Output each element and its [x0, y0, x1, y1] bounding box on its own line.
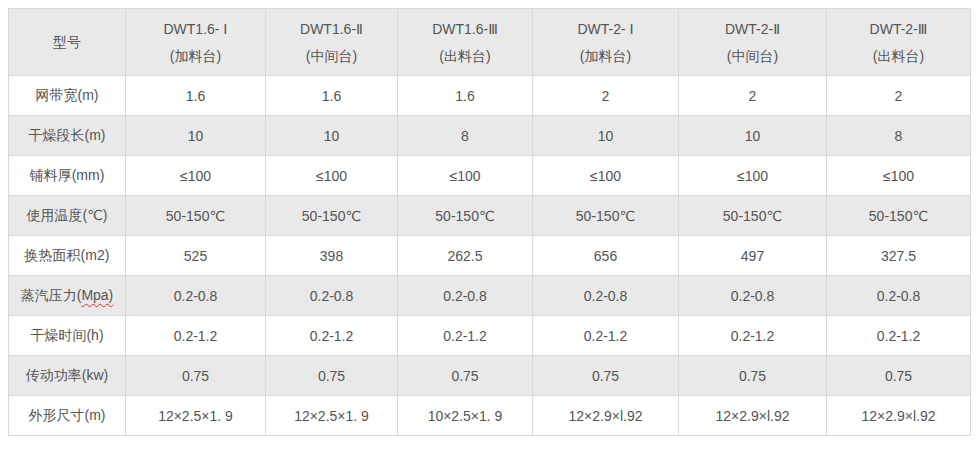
- table-cell: ≤100: [679, 156, 827, 196]
- header-model-name: DWT-2- Ⅰ: [577, 22, 633, 36]
- table-cell: 0.2-0.8: [126, 276, 266, 316]
- table-cell: 0.2-1.2: [398, 316, 533, 356]
- table-cell: 50-150℃: [533, 196, 679, 236]
- table-cell: 0.75: [533, 356, 679, 396]
- table-cell: 10: [126, 116, 266, 156]
- table-cell: 0.2-0.8: [827, 276, 971, 316]
- table-cell: 10×2.5×1. 9: [398, 396, 533, 436]
- table-cell: ≤100: [533, 156, 679, 196]
- table-cell: 12×2.9×l.92: [827, 396, 971, 436]
- table-cell: ≤100: [827, 156, 971, 196]
- table-row: 外形尺寸(m) 12×2.5×1. 9 12×2.5×1. 9 10×2.5×1…: [9, 396, 971, 436]
- row-label-text: ): [109, 287, 114, 303]
- page: 型号 DWT1.6- Ⅰ (加料台) DWT1.6-Ⅱ (中间台) DWT1.6…: [0, 0, 978, 451]
- header-station-name: (中间台): [306, 49, 357, 63]
- spellcheck-underlined-text: Mpa: [81, 287, 108, 303]
- table-cell: 0.75: [827, 356, 971, 396]
- header-col: DWT1.6-Ⅱ (中间台): [266, 9, 398, 76]
- table-cell: 0.75: [679, 356, 827, 396]
- table-row: 换热面积(m2) 525 398 262.5 656 497 327.5: [9, 236, 971, 276]
- header-col: DWT1.6-Ⅲ (出料台): [398, 9, 533, 76]
- table-row: 干燥时间(h) 0.2-1.2 0.2-1.2 0.2-1.2 0.2-1.2 …: [9, 316, 971, 356]
- table-cell: 0.75: [266, 356, 398, 396]
- header-model-name: DWT1.6- Ⅰ: [163, 22, 227, 36]
- header-col: DWT-2- Ⅰ (加料台): [533, 9, 679, 76]
- header-model-label-text: 型号: [53, 35, 81, 49]
- table-cell: ≤100: [126, 156, 266, 196]
- table-cell: 327.5: [827, 236, 971, 276]
- table-cell: 12×2.5×1. 9: [126, 396, 266, 436]
- row-label: 使用温度(℃): [9, 196, 126, 236]
- table-row: 传动功率(kw) 0.75 0.75 0.75 0.75 0.75 0.75: [9, 356, 971, 396]
- header-model-name: DWT1.6-Ⅱ: [300, 22, 363, 36]
- header-station-name: (加料台): [580, 49, 631, 63]
- table-cell: 1.6: [398, 76, 533, 116]
- table-cell: 12×2.9×l.92: [533, 396, 679, 436]
- header-col: DWT-2-Ⅱ (中间台): [679, 9, 827, 76]
- table-cell: 2: [827, 76, 971, 116]
- table-cell: 2: [533, 76, 679, 116]
- spec-table: 型号 DWT1.6- Ⅰ (加料台) DWT1.6-Ⅱ (中间台) DWT1.6…: [8, 8, 971, 436]
- table-cell: 8: [827, 116, 971, 156]
- row-label: 网带宽(m): [9, 76, 126, 116]
- table-row: 铺料厚(mm) ≤100 ≤100 ≤100 ≤100 ≤100 ≤100: [9, 156, 971, 196]
- table-cell: 0.2-1.2: [126, 316, 266, 356]
- table-cell: 50-150℃: [827, 196, 971, 236]
- table-cell: 0.2-1.2: [827, 316, 971, 356]
- row-label: 传动功率(kw): [9, 356, 126, 396]
- table-cell: 1.6: [266, 76, 398, 116]
- table-cell: 0.2-0.8: [266, 276, 398, 316]
- header-model-name: DWT-2-Ⅱ: [725, 22, 780, 36]
- table-cell: 12×2.5×1. 9: [266, 396, 398, 436]
- header-row: 型号 DWT1.6- Ⅰ (加料台) DWT1.6-Ⅱ (中间台) DWT1.6…: [9, 9, 971, 76]
- table-row: 蒸汽压力(Mpa) 0.2-0.8 0.2-0.8 0.2-0.8 0.2-0.…: [9, 276, 971, 316]
- table-cell: 0.75: [126, 356, 266, 396]
- table-cell: 50-150℃: [398, 196, 533, 236]
- table-cell: 10: [533, 116, 679, 156]
- table-cell: 0.2-0.8: [533, 276, 679, 316]
- table-cell: 50-150℃: [266, 196, 398, 236]
- header-station-name: (出料台): [873, 49, 924, 63]
- table-cell: 497: [679, 236, 827, 276]
- header-model-label: 型号: [9, 9, 126, 76]
- table-cell: 656: [533, 236, 679, 276]
- table-cell: ≤100: [398, 156, 533, 196]
- header-model-name: DWT-2-Ⅲ: [870, 22, 928, 36]
- table-cell: 50-150℃: [126, 196, 266, 236]
- table-row: 干燥段长(m) 10 10 8 10 10 8: [9, 116, 971, 156]
- table-cell: 0.2-1.2: [679, 316, 827, 356]
- row-label: 干燥段长(m): [9, 116, 126, 156]
- table-cell: 12×2.9×l.92: [679, 396, 827, 436]
- table-cell: ≤100: [266, 156, 398, 196]
- header-model-name: DWT1.6-Ⅲ: [432, 22, 498, 36]
- row-label: 换热面积(m2): [9, 236, 126, 276]
- row-label: 蒸汽压力(Mpa): [9, 276, 126, 316]
- row-label-text: 蒸汽压力(: [21, 287, 82, 303]
- table-cell: 10: [679, 116, 827, 156]
- header-station-name: (加料台): [170, 49, 221, 63]
- table-cell: 50-150℃: [679, 196, 827, 236]
- table-cell: 10: [266, 116, 398, 156]
- table-cell: 262.5: [398, 236, 533, 276]
- row-label: 外形尺寸(m): [9, 396, 126, 436]
- row-label: 干燥时间(h): [9, 316, 126, 356]
- table-cell: 2: [679, 76, 827, 116]
- table-cell: 1.6: [126, 76, 266, 116]
- table-cell: 0.2-0.8: [679, 276, 827, 316]
- header-station-name: (中间台): [727, 49, 778, 63]
- header-col: DWT1.6- Ⅰ (加料台): [126, 9, 266, 76]
- table-cell: 525: [126, 236, 266, 276]
- table-cell: 0.2-1.2: [533, 316, 679, 356]
- header-col: DWT-2-Ⅲ (出料台): [827, 9, 971, 76]
- table-cell: 0.2-0.8: [398, 276, 533, 316]
- table-cell: 8: [398, 116, 533, 156]
- table-cell: 0.2-1.2: [266, 316, 398, 356]
- row-label: 铺料厚(mm): [9, 156, 126, 196]
- table-cell: 398: [266, 236, 398, 276]
- table-row: 网带宽(m) 1.6 1.6 1.6 2 2 2: [9, 76, 971, 116]
- table-cell: 0.75: [398, 356, 533, 396]
- header-station-name: (出料台): [439, 49, 490, 63]
- table-row: 使用温度(℃) 50-150℃ 50-150℃ 50-150℃ 50-150℃ …: [9, 196, 971, 236]
